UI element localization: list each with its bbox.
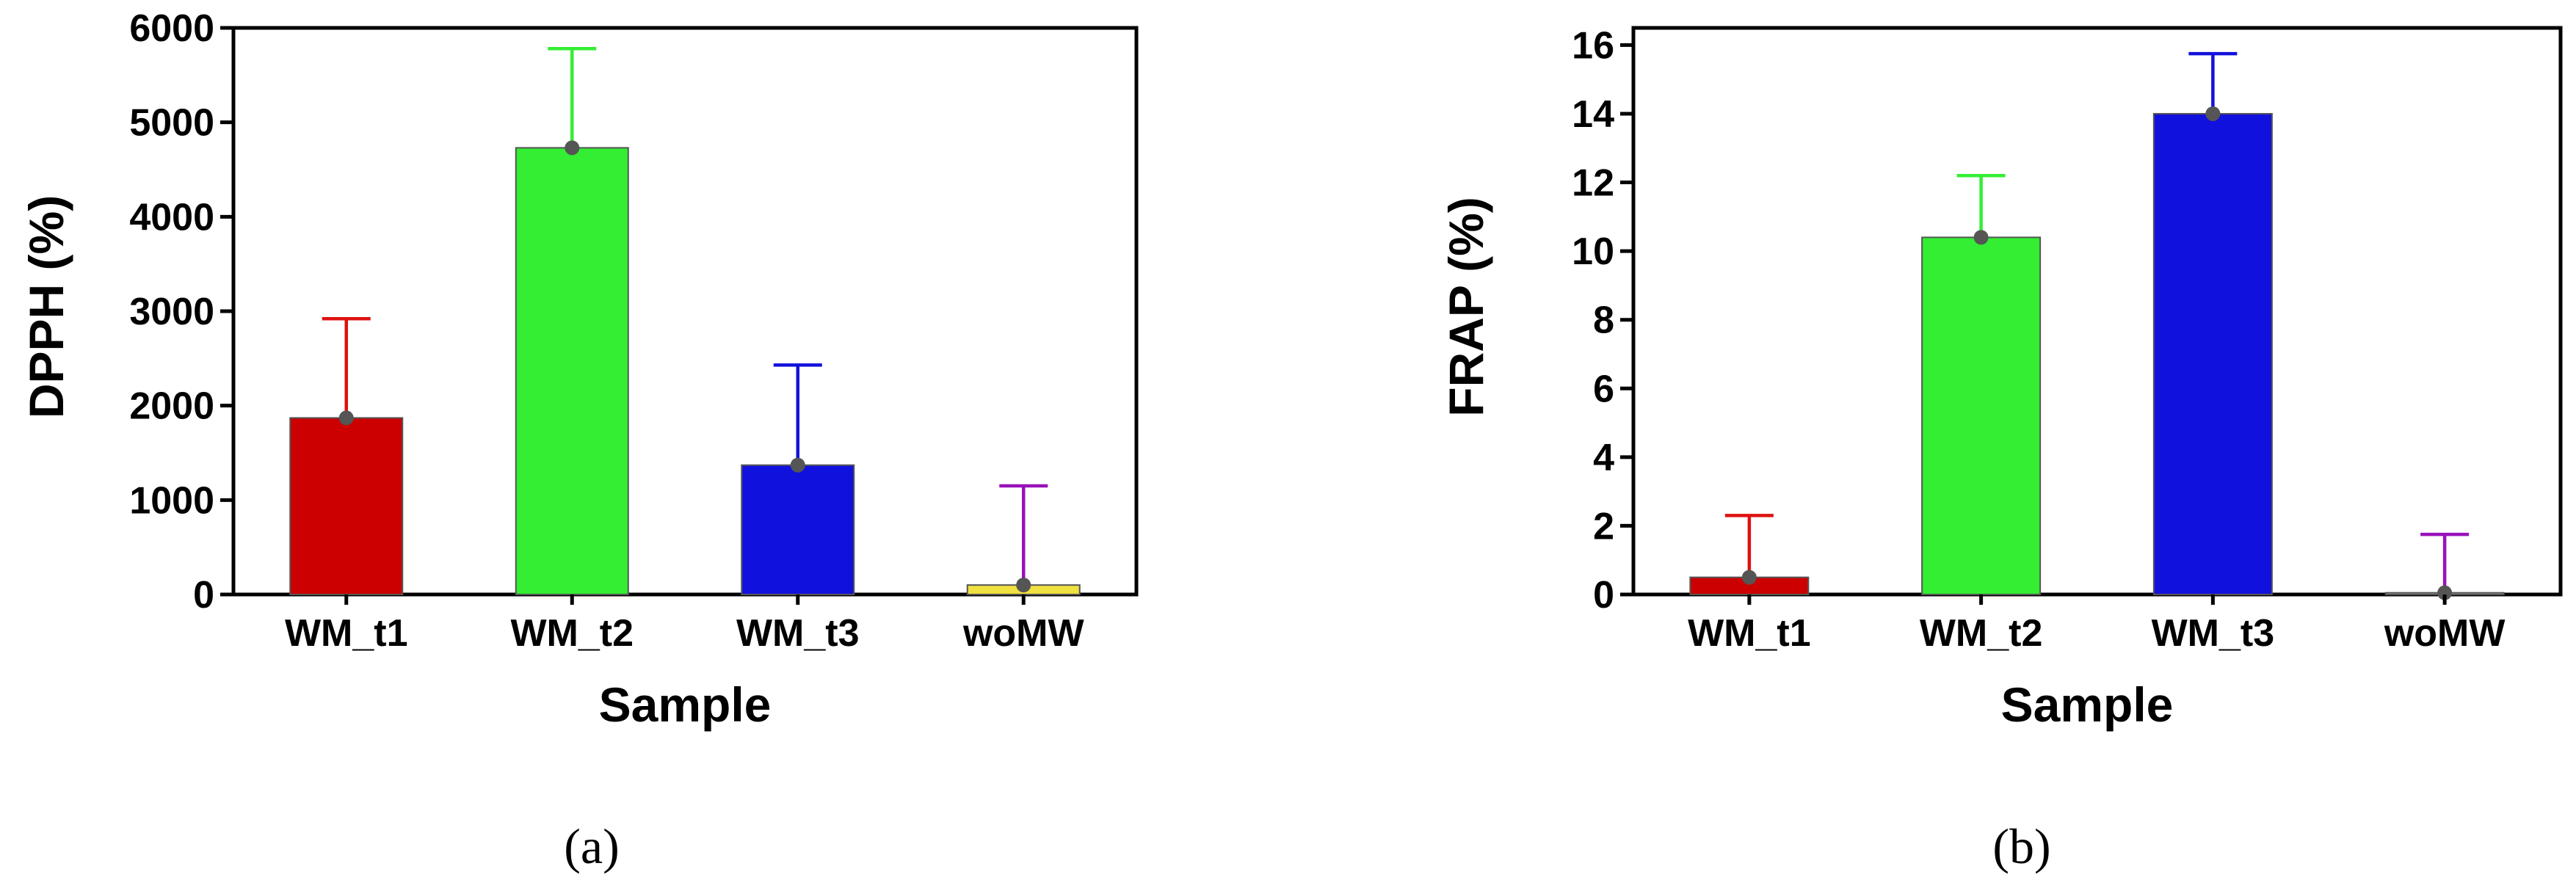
data-point bbox=[2437, 585, 2453, 600]
x-axis-title: Sample bbox=[599, 677, 772, 732]
bar bbox=[1921, 236, 2042, 595]
plot-frame bbox=[1631, 26, 2563, 597]
y-tick-label: 10 bbox=[1572, 230, 1614, 273]
x-tick-label: WM_t2 bbox=[510, 612, 634, 655]
x-tick-label: WM_t2 bbox=[1920, 612, 2043, 655]
x-tick-label: woMW bbox=[962, 612, 1085, 655]
y-tick-label: 5000 bbox=[129, 102, 214, 145]
y-tick-label: 4 bbox=[1593, 437, 1614, 479]
y-tick-label: 2000 bbox=[129, 385, 214, 428]
bar bbox=[741, 464, 855, 596]
bar bbox=[515, 147, 629, 595]
y-tick-label: 1000 bbox=[129, 479, 214, 522]
y-tick-label: 4000 bbox=[129, 196, 214, 239]
data-point bbox=[338, 410, 354, 426]
data-point bbox=[1973, 230, 1989, 245]
plot-area: 0 2 4 6 8 10 12 14 16 WM_t1 WM_t2 WM_t3 woMW bbox=[1572, 24, 2563, 655]
chart-panel-a: 0 1000 2000 3000 4000 5000 6000 WM_t1 WM_t2 WM_t3… bbox=[19, 7, 1139, 874]
x-tick-label: WM_t3 bbox=[2152, 612, 2275, 655]
y-tick-label: 6000 bbox=[129, 7, 214, 50]
bar bbox=[2152, 112, 2273, 595]
y-tick-label: 8 bbox=[1593, 299, 1614, 342]
bar bbox=[289, 417, 404, 595]
panel-label-b: (b) bbox=[1992, 818, 2050, 874]
x-tick-label: WM_t3 bbox=[736, 612, 860, 655]
data-point bbox=[1741, 570, 1757, 585]
x-tick-label: woMW bbox=[2384, 612, 2506, 655]
y-tick-label: 2 bbox=[1593, 505, 1614, 548]
panel-label-a: (a) bbox=[564, 818, 619, 874]
data-point bbox=[565, 140, 580, 156]
data-point bbox=[790, 457, 805, 473]
y-tick-label: 3000 bbox=[129, 291, 214, 333]
data-point bbox=[1016, 578, 1031, 593]
y-axis-title: DPPH (%) bbox=[19, 195, 73, 418]
x-tick-label: WM_t1 bbox=[285, 612, 408, 655]
y-tick-label: 0 bbox=[1593, 574, 1614, 617]
y-tick-label: 16 bbox=[1572, 24, 1614, 67]
y-tick-label: 0 bbox=[193, 574, 214, 617]
x-tick-label: WM_t1 bbox=[1688, 612, 1811, 655]
data-point bbox=[2205, 106, 2221, 121]
y-axis-title: FRAP (%) bbox=[1439, 197, 1493, 416]
y-tick-label: 6 bbox=[1593, 368, 1614, 410]
y-tick-label: 14 bbox=[1572, 93, 1614, 136]
plot-area: 0 1000 2000 3000 4000 5000 6000 WM_t1 WM_t2 WM_t3… bbox=[129, 7, 1139, 655]
x-axis-title: Sample bbox=[2001, 677, 2174, 732]
y-tick-label: 12 bbox=[1572, 162, 1614, 205]
